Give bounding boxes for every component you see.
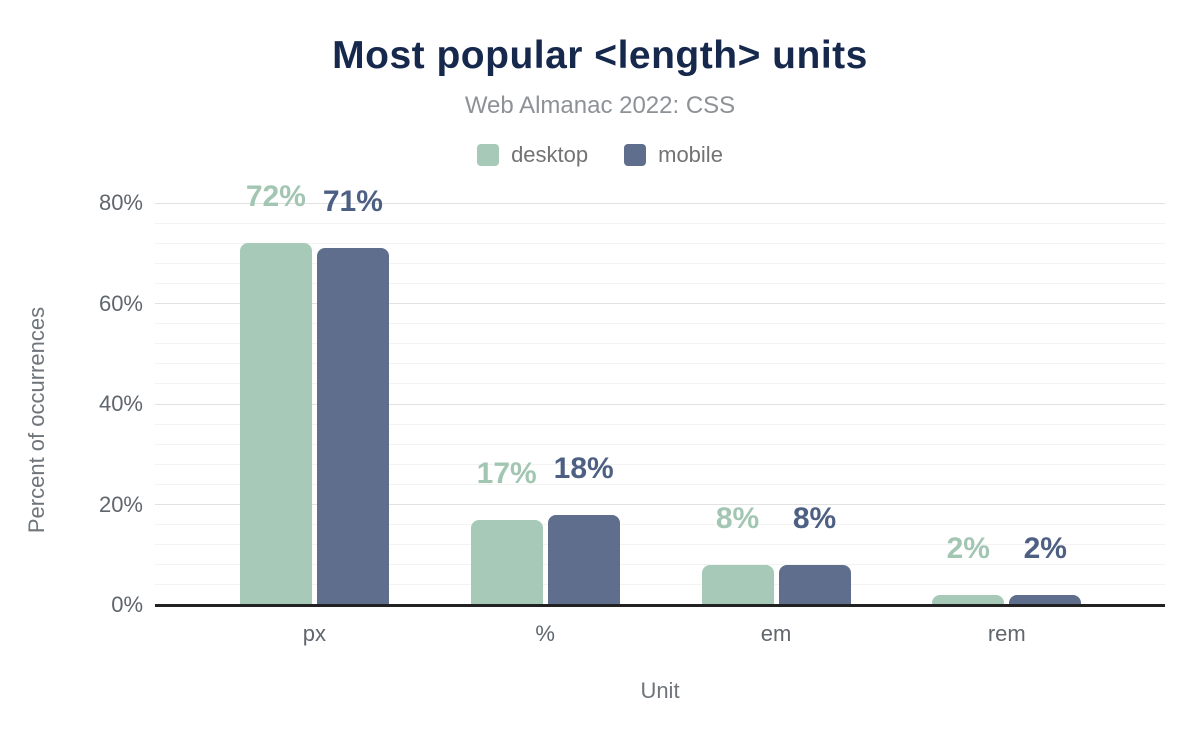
gridline-minor — [155, 262, 1165, 264]
legend-item-mobile: mobile — [624, 142, 723, 168]
legend: desktop mobile — [0, 142, 1200, 168]
bar-desktop-px — [239, 243, 312, 605]
gridline-minor — [155, 564, 1165, 566]
legend-label: desktop — [511, 142, 589, 167]
gridline-minor — [155, 343, 1165, 345]
chart-title: Most popular <length> units — [332, 34, 868, 77]
y-tick-label: 60% — [98, 290, 143, 316]
bar-desktop-% — [470, 519, 543, 605]
mobile-swatch-icon — [624, 144, 647, 166]
x-tick-label: px — [302, 621, 327, 646]
gridline-minor — [155, 443, 1165, 445]
value-label-desktop-rem: 2% — [946, 531, 990, 565]
gridline-minor — [155, 323, 1165, 325]
gridline-major — [155, 303, 1165, 304]
bar-mobile-% — [547, 514, 620, 605]
gridline-major — [155, 202, 1165, 204]
value-label-mobile-em: 8% — [792, 501, 837, 535]
bar-mobile-em — [778, 564, 851, 605]
value-label-desktop-px: 72% — [245, 180, 306, 214]
bar-desktop-rem — [932, 594, 1005, 605]
value-label-desktop-%: 17% — [476, 456, 537, 490]
gridline-minor — [155, 282, 1165, 284]
bar-desktop-em — [701, 564, 774, 605]
gridline-minor — [155, 423, 1165, 425]
value-label-mobile-rem: 2% — [1023, 531, 1067, 565]
gridline-minor — [155, 483, 1165, 485]
value-label-mobile-px: 71% — [322, 185, 383, 219]
gridline-minor — [155, 524, 1165, 526]
gridline-minor — [155, 463, 1165, 465]
x-axis-title: Unit — [640, 678, 680, 703]
y-tick-label: 0% — [111, 592, 143, 617]
desktop-swatch-icon — [477, 144, 500, 166]
gridline-minor — [155, 544, 1165, 546]
y-tick-label: 40% — [98, 391, 143, 416]
y-tick-label: 80% — [98, 190, 143, 215]
y-tick-label: 20% — [98, 491, 143, 517]
x-axis-line — [155, 603, 1165, 607]
bar-mobile-px — [316, 248, 389, 605]
legend-item-desktop: desktop — [477, 142, 588, 168]
gridline-minor — [155, 242, 1165, 244]
chart-subtitle: Web Almanac 2022: CSS — [464, 92, 736, 119]
x-tick-label: rem — [987, 621, 1026, 646]
x-tick-label: em — [760, 621, 792, 646]
gridline-minor — [155, 584, 1165, 586]
gridline-minor — [155, 383, 1165, 385]
gridline-minor — [155, 363, 1165, 365]
legend-label: mobile — [658, 142, 723, 167]
x-tick-label: % — [535, 621, 555, 646]
gridline-minor — [155, 222, 1165, 224]
value-label-desktop-em: 8% — [715, 501, 760, 535]
gridline-major — [155, 504, 1165, 505]
gridline-major — [155, 403, 1165, 405]
bar-mobile-rem — [1009, 594, 1082, 605]
value-label-mobile-%: 18% — [553, 451, 614, 485]
